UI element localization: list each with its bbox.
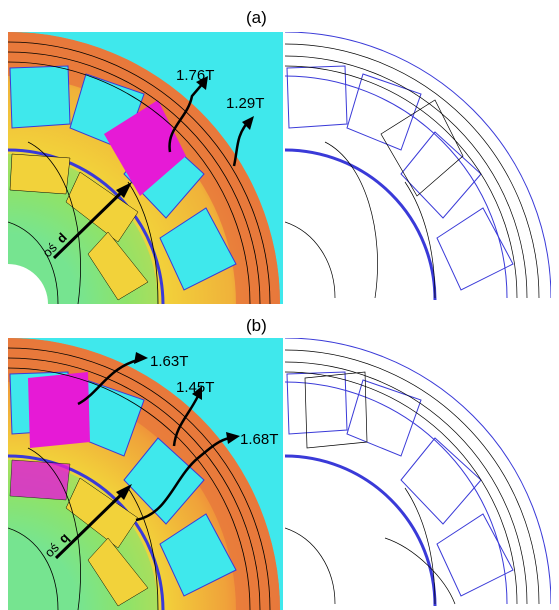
annotation-129: 1.29T bbox=[226, 95, 264, 112]
annotation-163: 1.63T bbox=[150, 353, 188, 370]
annotation-145: 1.45T bbox=[176, 379, 214, 396]
arrow-icon bbox=[116, 484, 132, 500]
panel-a-label: (a) bbox=[246, 8, 267, 27]
panel-a-flux-vectors bbox=[285, 32, 551, 304]
annotation-168: 1.68T bbox=[240, 431, 278, 448]
panel-b-flux-vectors bbox=[285, 338, 551, 610]
panel-a-color-map: 1.76T 1.29T oś d bbox=[8, 32, 283, 304]
panel-b-label: (b) bbox=[246, 316, 267, 335]
arrow-icon bbox=[116, 182, 132, 198]
panel-b-color-map: 1.63T 1.45T 1.68T oś q bbox=[8, 338, 283, 610]
annotation-176: 1.76T bbox=[176, 67, 214, 84]
